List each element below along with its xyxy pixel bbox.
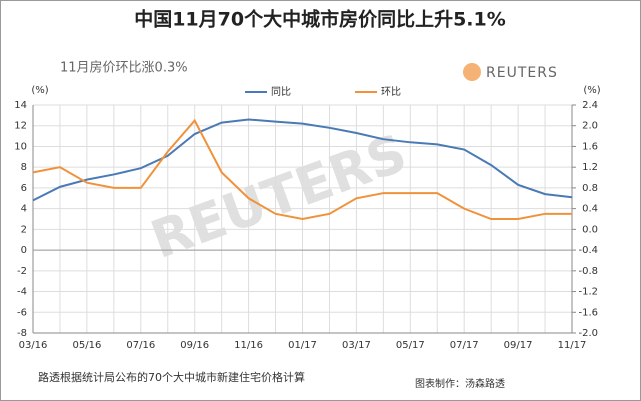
x-tick-label: 03/16 bbox=[19, 340, 48, 351]
x-tick-label: 11/16 bbox=[234, 340, 263, 351]
footnote: 路透根据统计局公布的70个大中城市新建住宅价格计算 bbox=[38, 370, 305, 384]
series-line bbox=[32, 118, 573, 202]
x-tick-label: 01/17 bbox=[288, 340, 317, 351]
y2-tick-label: 0.4 bbox=[582, 204, 598, 215]
y-tick-label: -6 bbox=[17, 307, 27, 318]
y2-axis-label: (%) bbox=[583, 85, 600, 96]
x-tick-label: 03/17 bbox=[342, 340, 371, 351]
y2-tick-label: -1.2 bbox=[578, 287, 598, 298]
y2-tick-label: -0.4 bbox=[578, 245, 598, 256]
y-tick-label: 2 bbox=[21, 224, 27, 235]
x-tick-label: 07/16 bbox=[126, 340, 155, 351]
y-tick-label: 0 bbox=[21, 245, 27, 256]
subtitle: 11月房价环比涨0.3% bbox=[60, 60, 188, 76]
series-line bbox=[32, 118, 572, 221]
x-tick-label: 05/16 bbox=[72, 340, 101, 351]
legend-label: 同比 bbox=[271, 86, 291, 98]
y2-tick-label: 1.2 bbox=[582, 162, 598, 173]
y2-tick-label: 2.4 bbox=[582, 100, 598, 111]
y-tick-label: 4 bbox=[21, 204, 27, 215]
y-tick-label: -2 bbox=[17, 266, 27, 277]
y2-tick-label: -1.6 bbox=[578, 307, 598, 318]
y2-tick-label: 2.0 bbox=[582, 121, 598, 132]
y2-tick-label: -2.0 bbox=[578, 328, 598, 339]
y-tick-label: 10 bbox=[14, 141, 27, 152]
y-tick-label: -4 bbox=[17, 287, 27, 298]
logo: REUTERS bbox=[486, 65, 558, 81]
logo-mark bbox=[463, 63, 481, 81]
x-tick-label: 05/17 bbox=[396, 340, 425, 351]
y-tick-label: 12 bbox=[14, 121, 27, 132]
y2-tick-label: 1.6 bbox=[582, 141, 598, 152]
y-tick-label: 14 bbox=[14, 100, 27, 111]
x-tick-label: 09/17 bbox=[504, 340, 533, 351]
y-tick-label: -8 bbox=[17, 328, 27, 339]
y2-tick-label: 0.8 bbox=[582, 183, 598, 194]
x-tick-label: 07/17 bbox=[450, 340, 479, 351]
y2-tick-label: -0.8 bbox=[578, 266, 598, 277]
y-tick-label: 8 bbox=[21, 162, 27, 173]
y2-tick-label: 0.0 bbox=[582, 224, 598, 235]
chart-title: 中国11月70个大中城市房价同比上升5.1% bbox=[134, 8, 506, 31]
credit: 图表制作：汤森路透 bbox=[415, 377, 505, 390]
x-tick-label: 09/16 bbox=[180, 340, 209, 351]
x-tick-label: 11/17 bbox=[558, 340, 587, 351]
y-axis-label: (%) bbox=[31, 85, 48, 96]
y-tick-label: 6 bbox=[21, 183, 27, 194]
legend-label: 环比 bbox=[381, 86, 401, 98]
